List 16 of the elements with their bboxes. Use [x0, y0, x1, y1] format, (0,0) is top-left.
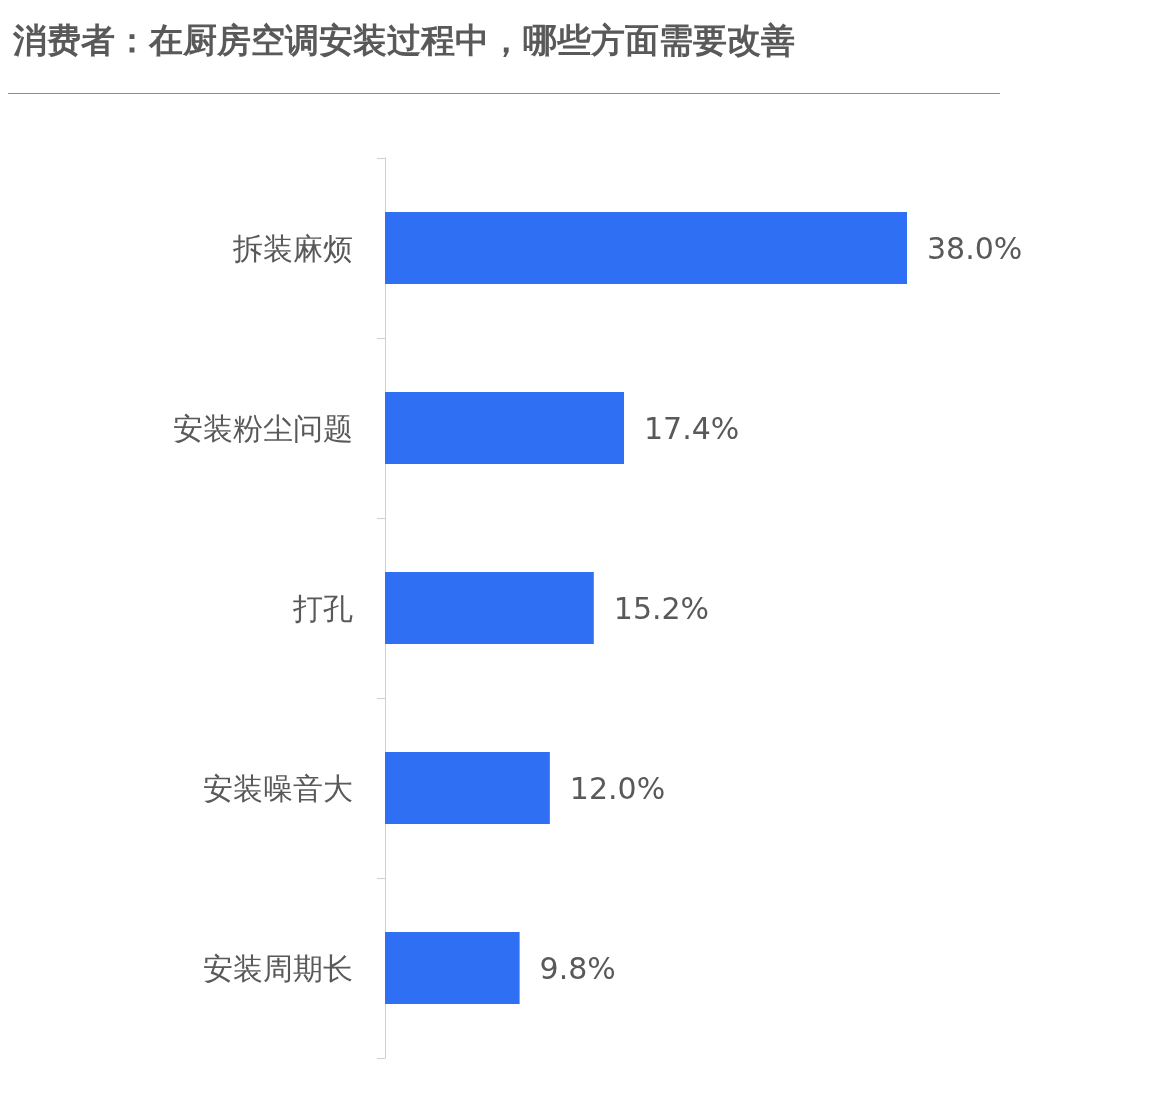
chart-title: 消费者：在厨房空调安装过程中，哪些方面需要改善: [12, 20, 795, 60]
data-label: 12.0%: [569, 770, 666, 806]
y-tick-label: 安装噪音大: [203, 770, 353, 806]
data-label: 17.4%: [644, 410, 740, 446]
bar: [385, 932, 520, 1004]
y-tick-label: 拆装麻烦: [232, 230, 353, 266]
data-label: 9.8%: [539, 950, 616, 986]
y-tick-label: 安装粉尘问题: [173, 410, 353, 446]
data-label: 15.2%: [613, 590, 710, 626]
bar: [385, 752, 550, 824]
bar: [385, 212, 907, 284]
data-label: 38.0%: [927, 230, 1023, 266]
y-tick-label: 打孔: [292, 590, 353, 626]
y-tick-label: 安装周期长: [203, 950, 353, 986]
bar: [385, 572, 594, 644]
bar: [385, 392, 625, 464]
